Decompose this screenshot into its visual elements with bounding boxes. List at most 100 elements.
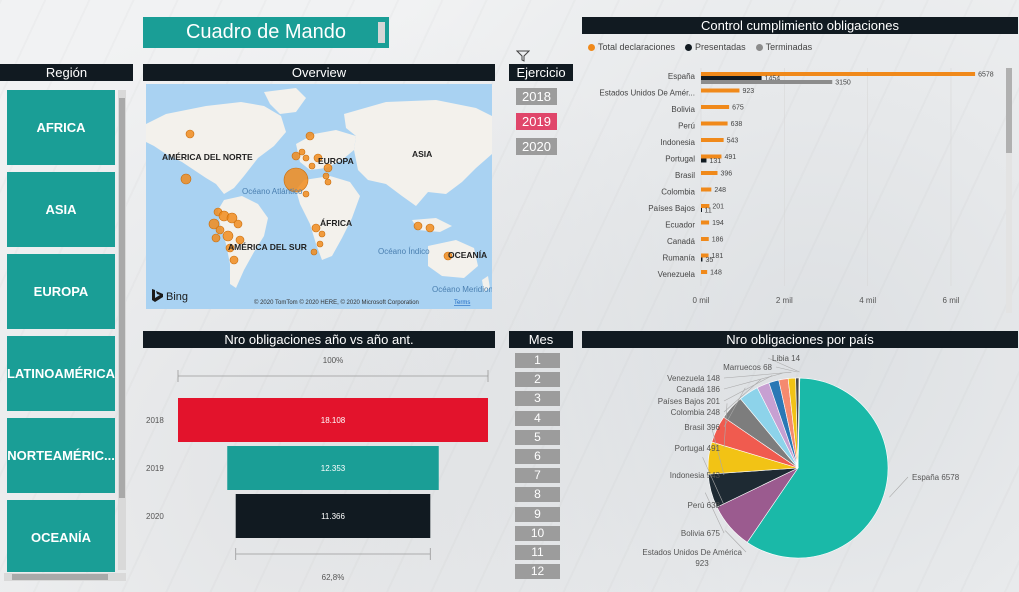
control-data-label: 201	[712, 204, 724, 211]
control-vertical-scrollbar[interactable]	[1006, 68, 1012, 313]
legend-label-terminadas: Terminadas	[765, 42, 813, 52]
control-data-label: 248	[714, 187, 726, 194]
region-button-3[interactable]: LATINOAMÉRICA	[7, 336, 115, 411]
control-xtick: 2 mil	[776, 296, 793, 305]
control-bar[interactable]	[701, 220, 710, 225]
month-button-4[interactable]: 4	[515, 410, 560, 426]
control-header: Control cumplimiento obligaciones	[582, 17, 1018, 34]
pie-label: Bolivia 675	[681, 529, 721, 538]
pie-leader-line	[767, 357, 800, 373]
control-bar[interactable]	[701, 158, 707, 163]
pie-leader-line	[723, 372, 783, 390]
control-category-label: Canadá	[667, 237, 696, 246]
control-bar[interactable]	[701, 138, 724, 142]
filter-icon[interactable]	[516, 50, 530, 62]
region-hscroll-thumb[interactable]	[12, 574, 108, 580]
legend-item-terminadas[interactable]: Terminadas	[755, 42, 813, 52]
legend-item-presentadas[interactable]: Presentadas	[685, 42, 746, 52]
land-nz	[482, 276, 490, 292]
control-category-label: Brasil	[675, 171, 695, 180]
control-data-label: 1454	[765, 76, 781, 83]
map-terms-link[interactable]: Terms	[454, 300, 470, 306]
pie-leader-line	[723, 387, 746, 428]
map-label-asia: ASIA	[412, 149, 432, 159]
map-label-southern: Océano Meridional	[432, 285, 492, 294]
legend-label-presentadas: Presentadas	[695, 42, 746, 52]
year-button-2018[interactable]: 2018	[516, 88, 557, 105]
control-category-label: España	[668, 72, 696, 81]
world-map[interactable]: AMÉRICA DEL NORTE EUROPA ASIA ÁFRICA AMÉ…	[146, 84, 492, 309]
legend-item-total[interactable]: Total declaraciones	[588, 42, 675, 52]
year-button-2019[interactable]: 2019	[516, 113, 557, 130]
region-horizontal-scrollbar[interactable]	[4, 573, 126, 581]
month-button-10[interactable]: 10	[515, 525, 560, 541]
month-button-6[interactable]: 6	[515, 449, 560, 464]
pie-leader-line	[775, 366, 798, 373]
month-button-5[interactable]: 5	[515, 429, 560, 445]
control-category-label: Venezuela	[658, 270, 696, 279]
region-button-5[interactable]: OCEANÍA	[7, 500, 115, 572]
pie-chart[interactable]: España 6578 Estados Unidos De América 923 B…	[582, 350, 1018, 590]
yoy-bar-2019[interactable]	[227, 446, 439, 490]
control-bar[interactable]	[701, 105, 730, 109]
control-bar[interactable]	[701, 187, 712, 192]
control-category-label: Rumanía	[663, 254, 696, 263]
bing-label: Bing	[166, 291, 188, 303]
control-data-label: 11	[704, 208, 711, 215]
control-bar[interactable]	[701, 121, 728, 126]
control-data-label: 675	[732, 105, 744, 112]
control-bar[interactable]	[701, 208, 702, 212]
month-button-2[interactable]: 2	[515, 372, 560, 388]
legend-label-total: Total declaraciones	[598, 42, 676, 52]
region-scroll-thumb[interactable]	[119, 98, 125, 498]
control-bar[interactable]	[701, 76, 762, 80]
month-button-7[interactable]: 7	[515, 468, 560, 484]
region-button-1[interactable]: ASIA	[7, 172, 115, 247]
map-label-north-america: AMÉRICA DEL NORTE	[162, 152, 253, 162]
month-button-9[interactable]: 9	[515, 506, 560, 522]
land-greenland	[264, 88, 306, 114]
control-data-label: 194	[712, 220, 724, 227]
control-scroll-thumb[interactable]	[1006, 68, 1012, 153]
control-data-label: 6578	[978, 72, 994, 79]
yoy-chart[interactable]: 100% 2018 18.108 2019 12.353 2020 11.366 62,8%	[143, 350, 495, 590]
month-button-8[interactable]: 8	[515, 487, 560, 503]
month-button-12[interactable]: 12	[515, 564, 560, 580]
yoy-year-label: 2019	[146, 464, 164, 473]
region-button-2[interactable]: EUROPA	[7, 254, 115, 329]
yoy-bar-2020[interactable]	[235, 494, 431, 538]
control-category-label: Países Bajos	[648, 204, 695, 213]
region-button-0[interactable]: AFRICA	[7, 90, 115, 165]
yoy-bar-2018[interactable]	[178, 398, 488, 442]
region-button-4[interactable]: NORTEAMÉRIC...	[7, 418, 115, 493]
control-data-label: 35	[705, 257, 713, 264]
year-button-2020[interactable]: 2020	[516, 138, 557, 155]
control-bar[interactable]	[701, 72, 976, 76]
control-bar[interactable]	[701, 237, 709, 241]
region-header: Región	[0, 64, 133, 81]
control-bar[interactable]	[701, 88, 740, 93]
pie-label: Canadá 186	[676, 385, 720, 394]
pie-slice[interactable]	[797, 377, 801, 469]
control-bar[interactable]	[701, 253, 709, 258]
control-bar[interactable]	[701, 171, 718, 175]
month-button-11[interactable]: 11	[515, 545, 560, 560]
control-bar[interactable]	[701, 154, 722, 159]
pie-label: Venezuela 148	[667, 374, 720, 383]
map-label-indian: Océano Índico	[378, 247, 430, 256]
legend-dot-terminadas	[755, 43, 763, 51]
control-bar[interactable]	[701, 80, 833, 84]
control-legend: Total declaraciones Presentadas Terminad…	[588, 42, 812, 52]
control-bar[interactable]	[701, 257, 703, 262]
region-vertical-scrollbar[interactable]	[118, 90, 126, 570]
month-button-1[interactable]: 1	[515, 353, 560, 368]
control-bar[interactable]	[701, 204, 710, 208]
pie-label: Indonesia 543	[670, 471, 721, 480]
control-xtick: 4 mil	[859, 296, 876, 305]
month-button-3[interactable]: 3	[515, 391, 560, 407]
yoy-top-percent: 100%	[323, 356, 343, 365]
pie-slice[interactable]	[746, 377, 889, 559]
control-chart[interactable]: 0 mil 2 mil 4 mil 6 mil España 6578 1454 3150 Es…	[582, 60, 1018, 320]
control-bar[interactable]	[701, 270, 708, 274]
yoy-bottom-bracket	[235, 548, 431, 560]
